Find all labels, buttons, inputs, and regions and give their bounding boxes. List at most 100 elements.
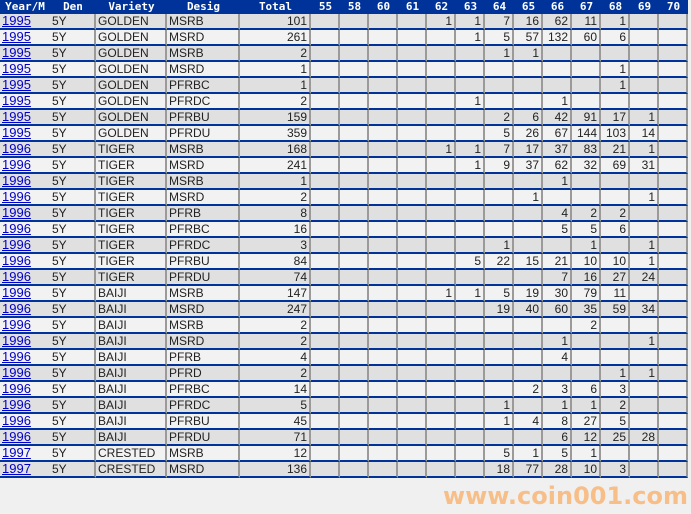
year-link[interactable]: 1995 (2, 13, 31, 28)
grade-count-cell-55 (311, 414, 340, 430)
column-header-55[interactable]: 55 (311, 0, 340, 14)
table-row: 1996 5Y BAIJI MSRD 247 19 40 60 35 59 34 (0, 302, 688, 318)
grade-count-cell-65 (514, 174, 543, 190)
grade-count-cell-69 (630, 398, 659, 414)
grade-count-cell-61 (398, 398, 427, 414)
grade-count-cell-66: 62 (543, 158, 572, 174)
column-header-66[interactable]: 66 (543, 0, 572, 14)
grade-count-cell-67: 27 (572, 414, 601, 430)
grade-count-cell-65 (514, 398, 543, 414)
grade-count-cell-55 (311, 126, 340, 142)
year-cell: 1995 (0, 62, 50, 78)
den-cell: 5Y (50, 414, 96, 430)
grade-count-cell-60 (369, 94, 398, 110)
grade-count-cell-65: 37 (514, 158, 543, 174)
grade-count-cell-64 (485, 334, 514, 350)
year-link[interactable]: 1996 (2, 141, 31, 156)
year-link[interactable]: 1996 (2, 333, 31, 348)
year-link[interactable]: 1996 (2, 429, 31, 444)
year-link[interactable]: 1996 (2, 413, 31, 428)
grade-count-cell-63 (456, 110, 485, 126)
den-cell: 5Y (50, 110, 96, 126)
year-link[interactable]: 1996 (2, 349, 31, 364)
year-link[interactable]: 1996 (2, 173, 31, 188)
grade-count-cell-64: 1 (485, 398, 514, 414)
year-link[interactable]: 1996 (2, 221, 31, 236)
year-link[interactable]: 1997 (2, 445, 31, 460)
year-link[interactable]: 1996 (2, 237, 31, 252)
column-header-den[interactable]: Den (50, 0, 96, 14)
desig-cell: PFRDC (167, 238, 240, 254)
grade-count-cell-70 (659, 446, 688, 462)
grade-count-cell-70 (659, 254, 688, 270)
column-header-year-m[interactable]: Year/M (0, 0, 50, 14)
year-link[interactable]: 1995 (2, 29, 31, 44)
year-link[interactable]: 1995 (2, 45, 31, 60)
year-link[interactable]: 1995 (2, 125, 31, 140)
year-link[interactable]: 1996 (2, 205, 31, 220)
year-link[interactable]: 1996 (2, 381, 31, 396)
year-link[interactable]: 1996 (2, 269, 31, 284)
column-header-65[interactable]: 65 (514, 0, 543, 14)
column-header-63[interactable]: 63 (456, 0, 485, 14)
year-link[interactable]: 1995 (2, 61, 31, 76)
year-cell: 1996 (0, 254, 50, 270)
grade-count-cell-60 (369, 206, 398, 222)
grade-count-cell-68 (601, 334, 630, 350)
column-header-64[interactable]: 64 (485, 0, 514, 14)
year-link[interactable]: 1995 (2, 109, 31, 124)
column-header-variety[interactable]: Variety (96, 0, 167, 14)
year-link[interactable]: 1996 (2, 301, 31, 316)
grade-count-cell-55 (311, 46, 340, 62)
year-link[interactable]: 1996 (2, 253, 31, 268)
variety-cell: BAIJI (96, 398, 167, 414)
table-row: 1995 5Y GOLDEN PFRBU 159 2 6 42 91 17 1 (0, 110, 688, 126)
year-link[interactable]: 1996 (2, 317, 31, 332)
desig-cell: MSRD (167, 190, 240, 206)
column-header-60[interactable]: 60 (369, 0, 398, 14)
grade-count-cell-70 (659, 126, 688, 142)
column-header-total[interactable]: Total (240, 0, 311, 14)
grade-count-cell-68 (601, 446, 630, 462)
grade-count-cell-63 (456, 206, 485, 222)
year-link[interactable]: 1995 (2, 93, 31, 108)
year-link[interactable]: 1996 (2, 365, 31, 380)
column-header-62[interactable]: 62 (427, 0, 456, 14)
grade-count-cell-60 (369, 334, 398, 350)
column-header-68[interactable]: 68 (601, 0, 630, 14)
grade-count-cell-55 (311, 78, 340, 94)
year-link[interactable]: 1996 (2, 189, 31, 204)
column-header-70[interactable]: 70 (659, 0, 688, 14)
grade-count-cell-55 (311, 206, 340, 222)
variety-cell: GOLDEN (96, 46, 167, 62)
column-header-58[interactable]: 58 (340, 0, 369, 14)
grade-count-cell-55 (311, 430, 340, 446)
year-link[interactable]: 1996 (2, 157, 31, 172)
grade-count-cell-70 (659, 158, 688, 174)
den-cell: 5Y (50, 46, 96, 62)
variety-cell: BAIJI (96, 414, 167, 430)
column-header-67[interactable]: 67 (572, 0, 601, 14)
grade-count-cell-58 (340, 414, 369, 430)
year-link[interactable]: 1997 (2, 461, 31, 476)
table-row: 1995 5Y GOLDEN MSRD 261 1 5 57 132 60 6 (0, 30, 688, 46)
grade-count-cell-62 (427, 222, 456, 238)
grade-count-cell-66: 30 (543, 286, 572, 302)
grade-count-cell-66: 5 (543, 222, 572, 238)
grade-count-cell-65 (514, 350, 543, 366)
grade-count-cell-70 (659, 414, 688, 430)
column-header-desig[interactable]: Desig (167, 0, 240, 14)
variety-cell: BAIJI (96, 318, 167, 334)
grade-count-cell-55 (311, 286, 340, 302)
grade-count-cell-69 (630, 46, 659, 62)
grade-count-cell-68 (601, 350, 630, 366)
column-header-61[interactable]: 61 (398, 0, 427, 14)
year-link[interactable]: 1995 (2, 77, 31, 92)
grade-count-cell-63 (456, 126, 485, 142)
total-cell: 359 (240, 126, 311, 142)
grade-count-cell-68 (601, 46, 630, 62)
grade-count-cell-69 (630, 30, 659, 46)
year-link[interactable]: 1996 (2, 397, 31, 412)
column-header-69[interactable]: 69 (630, 0, 659, 14)
year-link[interactable]: 1996 (2, 285, 31, 300)
